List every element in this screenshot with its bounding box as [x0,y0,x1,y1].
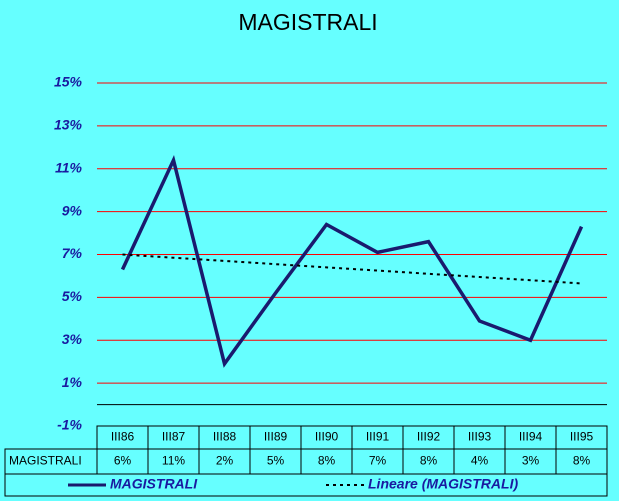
table-value: 6% [114,454,132,468]
y-tick-label: -1% [57,417,82,433]
table-value: 11% [162,454,185,468]
x-tick-label: III94 [519,430,543,444]
legend-label: Lineare (MAGISTRALI) [368,476,518,492]
table-value: 8% [573,454,591,468]
chart-title: MAGISTRALI [238,9,377,35]
table-value: 8% [420,454,438,468]
x-tick-label: III95 [570,430,594,444]
x-tick-label: III92 [417,430,441,444]
x-tick-label: III89 [264,430,288,444]
y-tick-label: 11% [55,159,83,175]
x-tick-label: III86 [111,430,135,444]
line [120,154,584,368]
y-tick-label: 3% [62,331,83,347]
x-tick-label: III90 [315,430,339,444]
y-tick-label: 15% [54,74,83,90]
table-value: 8% [318,454,336,468]
x-tick-label: III87 [162,430,186,444]
table-value: 3% [522,454,540,468]
x-tick-label: III88 [213,430,237,444]
table-value: 5% [267,454,285,468]
x-tick-label: III93 [468,430,492,444]
legend [4,473,608,497]
y-tick-label: 5% [62,288,83,304]
table-border [4,448,608,475]
legend-label: MAGISTRALI [110,476,198,492]
table-value: 2% [216,454,234,468]
y-tick-label: 7% [62,245,83,261]
row-label: MAGISTRALI [9,454,82,468]
trend-line [122,253,582,285]
y-tick-label: 9% [62,202,83,218]
x-tick-label: III91 [366,430,390,444]
y-tick-label: 1% [62,374,83,390]
table-value: 4% [471,454,489,468]
y-tick-label: 13% [54,117,83,133]
table-value: 7% [369,454,387,468]
